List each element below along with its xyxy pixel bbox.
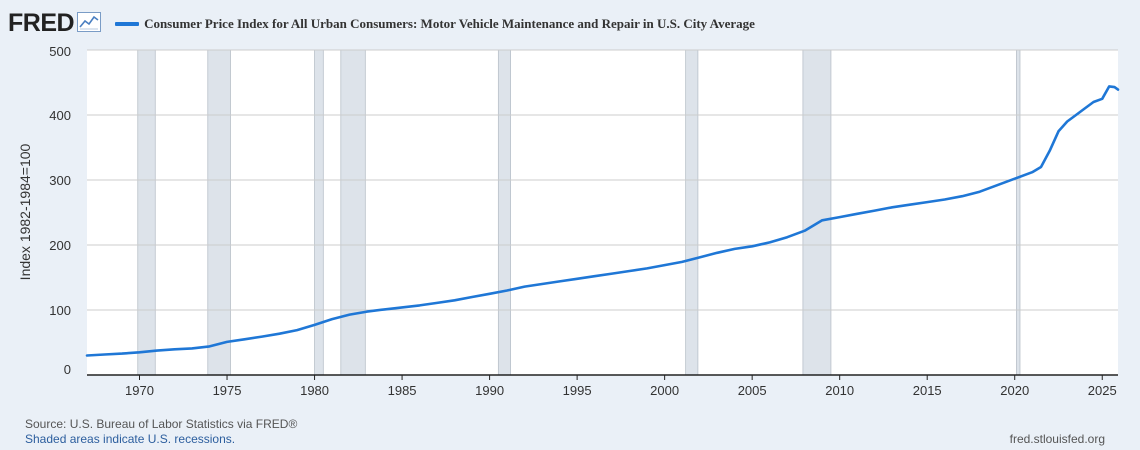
recession-band [685, 49, 699, 376]
footer-source: Source: U.S. Bureau of Labor Statistics … [25, 417, 298, 431]
series-layer [85, 85, 1120, 357]
y-tick-label: 0 [64, 362, 71, 377]
plot-area [87, 50, 1118, 375]
recession-band [497, 49, 512, 376]
recession-band [1016, 49, 1021, 376]
chart-header: FRED Consumer Price Index for All Urban … [8, 6, 755, 40]
recession-band [137, 49, 156, 376]
fred-logo[interactable]: FRED [8, 8, 75, 37]
chart-legend: Consumer Price Index for All Urban Consu… [115, 16, 755, 32]
y-tick-label: 500 [49, 44, 71, 59]
recession-band [802, 49, 832, 376]
recession-band [207, 49, 231, 376]
y-tick-label: 200 [49, 238, 71, 253]
y-axis-label: Index 1982-1984=100 [17, 143, 33, 280]
recession-band [340, 49, 366, 376]
x-tick-label: 2015 [913, 383, 942, 398]
x-tick-label: 1970 [125, 383, 154, 398]
x-tick-label: 1985 [388, 383, 417, 398]
footer-site[interactable]: fred.stlouisfed.org [1009, 432, 1105, 446]
gridlines [87, 49, 1118, 311]
recession-note-link[interactable]: Shaded areas indicate U.S. recessions. [25, 432, 236, 446]
x-tick-label: 1990 [475, 383, 504, 398]
axes: 0 100 200 300 400 500 1970 1975 1980 1985 1990 1995… [49, 44, 1118, 398]
series-line[interactable] [85, 85, 1120, 357]
x-tick-label: 2020 [1000, 383, 1029, 398]
recession-shading [87, 49, 1118, 376]
line-chart-icon [77, 12, 102, 32]
y-tick-label: 400 [49, 108, 71, 123]
recession-band [314, 49, 324, 376]
legend-series-title[interactable]: Consumer Price Index for All Urban Consu… [144, 16, 755, 31]
x-tick-label: 1995 [563, 383, 592, 398]
x-tick-label: 2000 [650, 383, 679, 398]
x-tick-label: 2010 [825, 383, 854, 398]
x-tick-label: 1975 [213, 383, 242, 398]
x-tick-label: 1980 [300, 383, 329, 398]
x-tick-label: 2025 [1088, 383, 1117, 398]
legend-swatch [115, 22, 140, 26]
x-tick-label: 2005 [738, 383, 767, 398]
y-tick-label: 100 [49, 303, 71, 318]
y-tick-label: 300 [49, 173, 71, 188]
